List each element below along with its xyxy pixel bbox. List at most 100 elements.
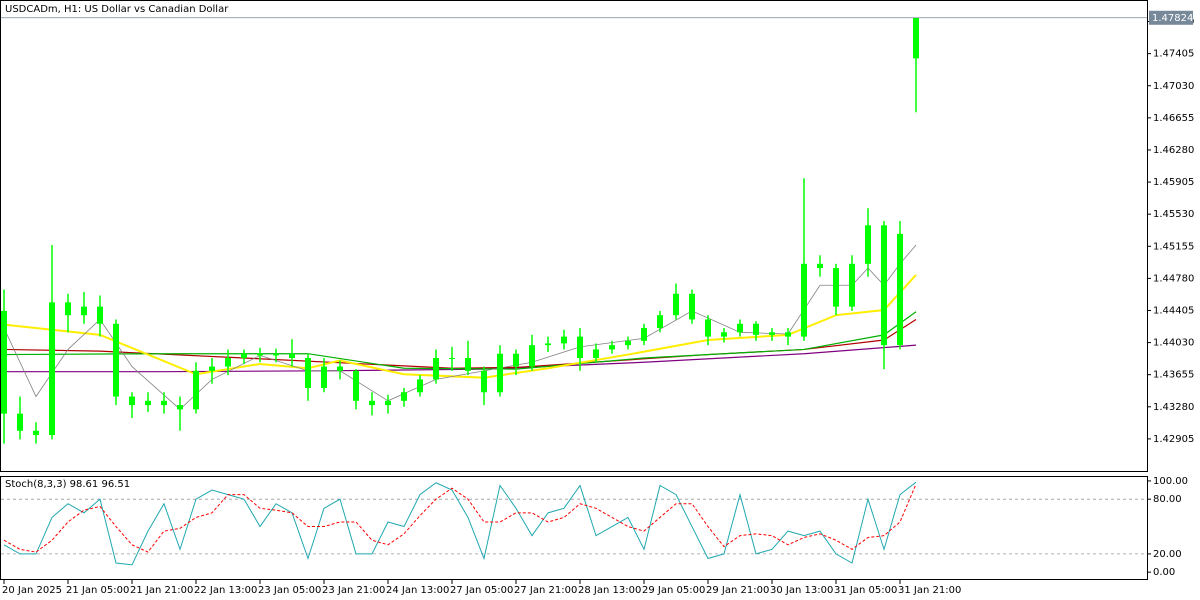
candle-body bbox=[305, 357, 311, 388]
candle-body bbox=[177, 405, 183, 410]
x-tick-label: 22 Jan 13:00 bbox=[194, 585, 257, 596]
candle-body bbox=[337, 366, 343, 371]
y-tick-label: 0.00 bbox=[1153, 567, 1175, 578]
candle-body bbox=[417, 379, 423, 393]
stoch-line bbox=[3, 481, 917, 566]
x-tick-label: 31 Jan 21:00 bbox=[898, 585, 961, 596]
y-tick-label: 1.44405 bbox=[1153, 305, 1194, 316]
candle-body bbox=[321, 366, 327, 388]
candle-body bbox=[209, 366, 215, 371]
x-tick-label: 28 Jan 13:00 bbox=[578, 585, 641, 596]
candle-body bbox=[529, 345, 535, 367]
candle-body bbox=[289, 353, 295, 358]
x-tick-label: 31 Jan 05:00 bbox=[834, 585, 897, 596]
y-tick-label: 1.47030 bbox=[1153, 81, 1194, 92]
candle-body bbox=[849, 263, 855, 307]
candle-body bbox=[225, 357, 231, 367]
x-tick-label: 29 Jan 21:00 bbox=[706, 585, 769, 596]
candle-body bbox=[49, 302, 55, 436]
y-tick-label: 80.00 bbox=[1153, 494, 1182, 505]
candle-body bbox=[705, 319, 711, 337]
y-tick-label: 1.42905 bbox=[1153, 434, 1194, 445]
y-tick-label: 1.43280 bbox=[1153, 402, 1194, 413]
candle-body bbox=[513, 353, 519, 367]
stoch-line bbox=[3, 483, 917, 553]
candle-body bbox=[33, 430, 39, 436]
x-tick-label: 23 Jan 21:00 bbox=[322, 585, 385, 596]
x-tick-label: 30 Jan 13:00 bbox=[770, 585, 833, 596]
candle-body bbox=[769, 332, 775, 335]
candle-body bbox=[369, 400, 375, 406]
x-tick-label: 27 Jan 05:00 bbox=[450, 585, 513, 596]
candle-body bbox=[385, 400, 391, 406]
x-tick-label: 29 Jan 05:00 bbox=[642, 585, 705, 596]
candle-body bbox=[593, 349, 599, 358]
candle-body bbox=[817, 263, 823, 269]
candle-body bbox=[193, 370, 199, 410]
candle-body bbox=[257, 353, 263, 356]
candle-body bbox=[81, 306, 87, 316]
candle-body bbox=[785, 332, 791, 337]
candle-body bbox=[481, 370, 487, 393]
candle-body bbox=[721, 332, 727, 337]
candle-body bbox=[97, 306, 103, 324]
x-tick-label: 23 Jan 05:00 bbox=[258, 585, 321, 596]
candle-body bbox=[433, 357, 439, 380]
last-price-label: 1.47824 bbox=[1152, 13, 1193, 24]
stoch-panel bbox=[0, 476, 1148, 580]
candle-body bbox=[753, 323, 759, 335]
candle-body bbox=[241, 353, 247, 358]
candle-body bbox=[449, 357, 455, 359]
candle-body bbox=[113, 323, 119, 397]
candle-body bbox=[465, 357, 471, 371]
candle-body bbox=[673, 293, 679, 316]
x-tick-label: 21 Jan 21:00 bbox=[130, 585, 193, 596]
y-tick-label: 1.46655 bbox=[1153, 113, 1194, 124]
moving-average bbox=[3, 274, 917, 379]
x-tick-label: 24 Jan 13:00 bbox=[386, 585, 449, 596]
candle-body bbox=[801, 263, 807, 337]
candle-body bbox=[609, 345, 615, 350]
last-price-box bbox=[1149, 10, 1193, 25]
y-tick-label: 20.00 bbox=[1153, 549, 1182, 560]
chart-title: USDCADm, H1: US Dollar vs Canadian Dolla… bbox=[5, 4, 229, 15]
candle-body bbox=[1, 310, 7, 414]
y-tick-label: 1.45530 bbox=[1153, 209, 1194, 220]
moving-average bbox=[3, 244, 917, 410]
x-tick-label: 20 Jan 2025 bbox=[2, 585, 62, 596]
candle-body bbox=[17, 413, 23, 431]
candle-body bbox=[737, 323, 743, 333]
candle-body bbox=[353, 370, 359, 401]
candle-body bbox=[657, 315, 663, 329]
candle-body bbox=[561, 336, 567, 344]
candle-body bbox=[913, 17, 919, 59]
candle-body bbox=[577, 336, 583, 358]
y-tick-label: 1.46280 bbox=[1153, 145, 1194, 156]
indicator-title: Stoch(8,3,3) 98.61 96.51 bbox=[5, 479, 130, 490]
candle-body bbox=[897, 233, 903, 346]
y-tick-label: 100.00 bbox=[1153, 476, 1188, 487]
candle-body bbox=[273, 353, 279, 356]
candle-body bbox=[689, 293, 695, 320]
candle-body bbox=[161, 400, 167, 406]
y-tick-label: 1.44030 bbox=[1153, 338, 1194, 349]
candle-body bbox=[129, 396, 135, 406]
y-tick-label: 1.45905 bbox=[1153, 177, 1194, 188]
x-tick-label: 21 Jan 05:00 bbox=[66, 585, 129, 596]
candle-body bbox=[881, 225, 887, 346]
y-tick-label: 1.43655 bbox=[1153, 370, 1194, 381]
y-tick-label: 1.45155 bbox=[1153, 241, 1194, 252]
candle-body bbox=[145, 400, 151, 406]
moving-average bbox=[3, 311, 917, 370]
candle-body bbox=[545, 343, 551, 346]
candle-body bbox=[641, 328, 647, 341]
candle-body bbox=[497, 353, 503, 393]
candle-body bbox=[401, 392, 407, 401]
y-tick-label: 1.47405 bbox=[1153, 49, 1194, 60]
y-tick-label: 1.44780 bbox=[1153, 273, 1194, 284]
candle-body bbox=[833, 268, 839, 307]
x-tick-label: 27 Jan 21:00 bbox=[514, 585, 577, 596]
candle-body bbox=[65, 302, 71, 316]
main-panel bbox=[0, 0, 1148, 472]
